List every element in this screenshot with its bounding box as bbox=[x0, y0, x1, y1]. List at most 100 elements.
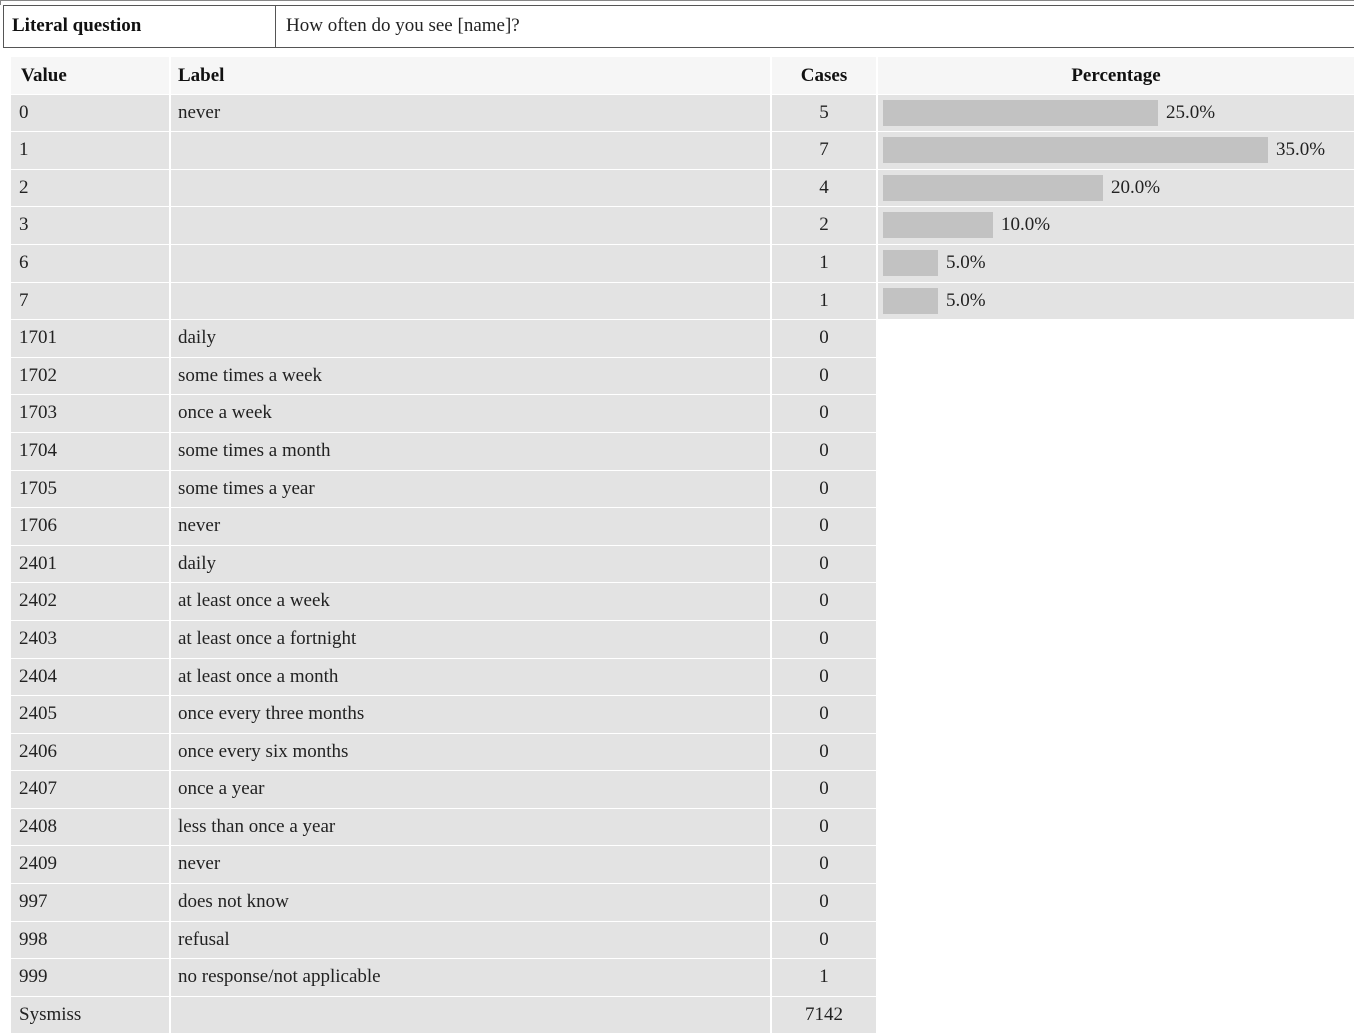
row-percentage bbox=[878, 470, 1354, 509]
row-value: Sysmiss bbox=[11, 996, 171, 1034]
row-label: at least once a month bbox=[171, 658, 772, 697]
header-value: Value bbox=[11, 57, 171, 95]
table-row: 2404 at least once a month 0 bbox=[11, 658, 1354, 697]
row-value: 7 bbox=[11, 282, 171, 321]
table-row: 2401 daily 0 bbox=[11, 545, 1354, 584]
table-row: 2406 once every six months 0 bbox=[11, 733, 1354, 772]
percentage-label: 10.0% bbox=[1001, 214, 1051, 236]
row-cases: 0 bbox=[772, 921, 878, 960]
table-row: 2409 never 0 bbox=[11, 846, 1354, 885]
row-cases: 0 bbox=[772, 884, 878, 922]
row-percentage: 20.0% bbox=[878, 169, 1354, 208]
row-value: 1705 bbox=[11, 470, 171, 509]
row-label bbox=[171, 996, 772, 1034]
row-value: 2401 bbox=[11, 545, 171, 584]
row-value: 1703 bbox=[11, 395, 171, 433]
table-row: 6 1 5.0% bbox=[11, 244, 1354, 283]
row-value: 2402 bbox=[11, 583, 171, 621]
row-percentage bbox=[878, 733, 1354, 772]
percentage-label: 20.0% bbox=[1111, 176, 1161, 198]
row-value: 0 bbox=[11, 94, 171, 133]
row-percentage bbox=[878, 846, 1354, 885]
row-label: once every three months bbox=[171, 696, 772, 734]
percentage-bar bbox=[883, 212, 993, 239]
row-label: never bbox=[171, 508, 772, 546]
table-row: 1705 some times a year 0 bbox=[11, 470, 1354, 509]
row-value: 2408 bbox=[11, 808, 171, 847]
row-label: never bbox=[171, 94, 772, 133]
table-row: 1702 some times a week 0 bbox=[11, 357, 1354, 396]
row-cases: 0 bbox=[772, 808, 878, 847]
row-percentage bbox=[878, 395, 1354, 433]
row-label: some times a month bbox=[171, 432, 772, 471]
row-percentage bbox=[878, 808, 1354, 847]
row-cases: 0 bbox=[772, 357, 878, 396]
percentage-bar bbox=[883, 287, 938, 314]
row-percentage bbox=[878, 658, 1354, 697]
row-percentage bbox=[878, 545, 1354, 584]
table-row: 1 7 35.0% bbox=[11, 132, 1354, 170]
row-value: 999 bbox=[11, 959, 171, 997]
table-row: 998 refusal 0 bbox=[11, 921, 1354, 960]
row-label: less than once a year bbox=[171, 808, 772, 847]
row-label bbox=[171, 132, 772, 170]
table-row: 7 1 5.0% bbox=[11, 282, 1354, 321]
frequency-table: Value Label Cases Percentage 0 never 5 25.0… bbox=[11, 57, 1354, 1034]
row-percentage bbox=[878, 696, 1354, 734]
row-value: 1701 bbox=[11, 320, 171, 358]
row-label: once a year bbox=[171, 771, 772, 809]
row-label: does not know bbox=[171, 884, 772, 922]
row-percentage: 10.0% bbox=[878, 207, 1354, 245]
row-value: 2403 bbox=[11, 620, 171, 659]
row-label: some times a year bbox=[171, 470, 772, 509]
row-label: once every six months bbox=[171, 733, 772, 772]
row-value: 997 bbox=[11, 884, 171, 922]
row-percentage bbox=[878, 996, 1354, 1034]
literal-question-box: Literal question How often do you see [n… bbox=[3, 5, 1354, 48]
row-label: once a week bbox=[171, 395, 772, 433]
percentage-bar bbox=[883, 174, 1103, 201]
table-row: Sysmiss 7142 bbox=[11, 996, 1354, 1034]
row-value: 2405 bbox=[11, 696, 171, 734]
row-percentage: 5.0% bbox=[878, 244, 1354, 283]
literal-question-text: How often do you see [name]? bbox=[286, 15, 520, 36]
percentage-label: 25.0% bbox=[1166, 101, 1216, 123]
literal-question-label: Literal question bbox=[4, 6, 276, 47]
row-cases: 5 bbox=[772, 94, 878, 133]
table-row: 1706 never 0 bbox=[11, 508, 1354, 546]
row-percentage: 25.0% bbox=[878, 94, 1354, 133]
row-percentage bbox=[878, 320, 1354, 358]
row-value: 998 bbox=[11, 921, 171, 960]
row-cases: 0 bbox=[772, 583, 878, 621]
table-body: 0 never 5 25.0% 1 7 35.0% 2 4 20.0% 3 2 10.0% 6 1 5.0% 7… bbox=[11, 94, 1354, 1034]
table-row: 1703 once a week 0 bbox=[11, 395, 1354, 433]
row-percentage bbox=[878, 771, 1354, 809]
row-value: 2404 bbox=[11, 658, 171, 697]
row-percentage bbox=[878, 921, 1354, 960]
header-label: Label bbox=[171, 57, 772, 95]
table-row: 2 4 20.0% bbox=[11, 169, 1354, 208]
percentage-bar bbox=[883, 249, 938, 276]
row-value: 1704 bbox=[11, 432, 171, 471]
table-row: 997 does not know 0 bbox=[11, 884, 1354, 922]
row-cases: 1 bbox=[772, 959, 878, 997]
percentage-bar bbox=[883, 137, 1268, 164]
row-value: 1702 bbox=[11, 357, 171, 396]
table-row: 1701 daily 0 bbox=[11, 320, 1354, 358]
row-value: 2406 bbox=[11, 733, 171, 772]
table-row: 0 never 5 25.0% bbox=[11, 94, 1354, 133]
table-row: 1704 some times a month 0 bbox=[11, 432, 1354, 471]
row-label: daily bbox=[171, 545, 772, 584]
row-percentage bbox=[878, 884, 1354, 922]
row-value: 2407 bbox=[11, 771, 171, 809]
row-label bbox=[171, 207, 772, 245]
row-value: 3 bbox=[11, 207, 171, 245]
row-cases: 0 bbox=[772, 545, 878, 584]
row-cases: 0 bbox=[772, 846, 878, 885]
row-value: 6 bbox=[11, 244, 171, 283]
table-row: 2407 once a year 0 bbox=[11, 771, 1354, 809]
row-cases: 0 bbox=[772, 508, 878, 546]
row-label: at least once a week bbox=[171, 583, 772, 621]
row-cases: 0 bbox=[772, 320, 878, 358]
row-label bbox=[171, 244, 772, 283]
